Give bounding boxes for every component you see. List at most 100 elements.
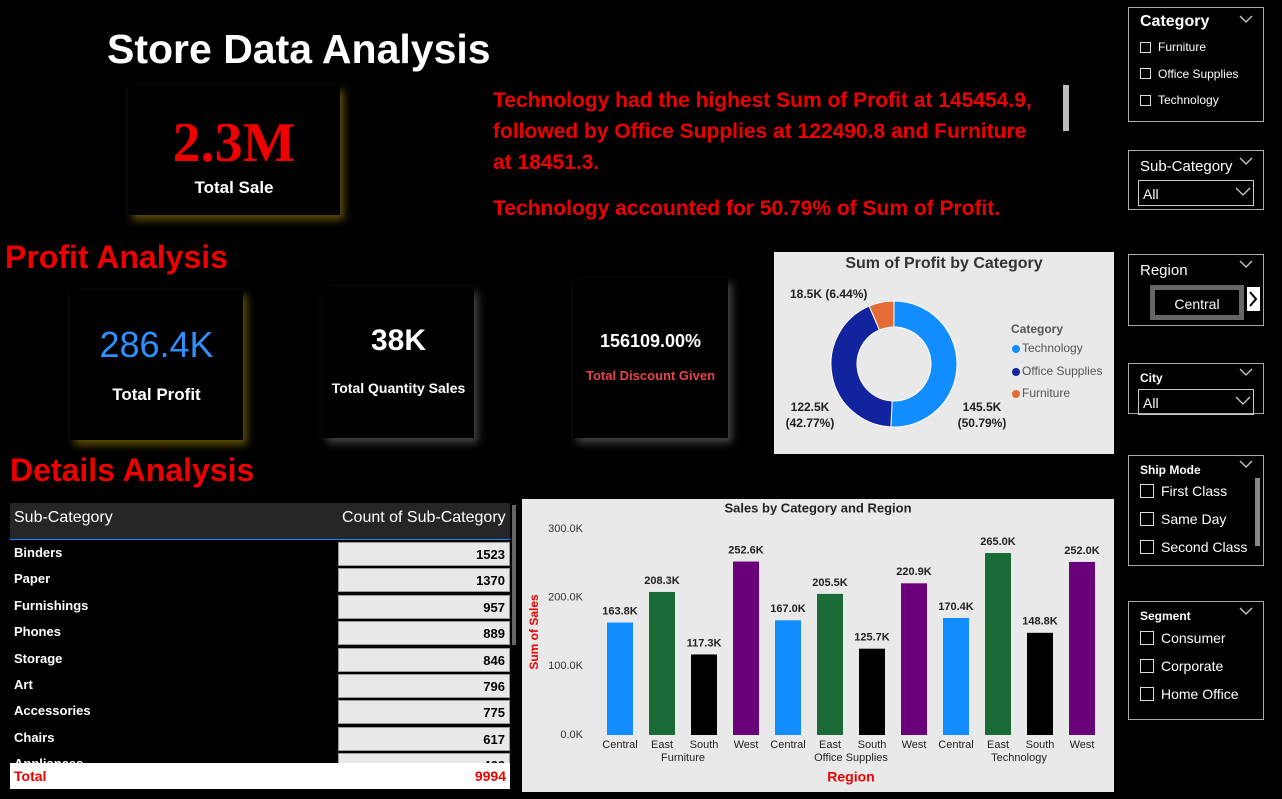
x-tick-label: South (690, 739, 719, 751)
x-axis-title: Region (827, 769, 874, 785)
row-cell: 957 (338, 594, 510, 619)
region-arrow-icon (1249, 291, 1258, 307)
x-tick-label: East (987, 739, 1009, 751)
region-button[interactable]: Central (1150, 285, 1244, 320)
insight: Technology accounted for 50.79% of Sum o… (493, 197, 1001, 220)
x-tick-label: West (902, 739, 927, 751)
checkbox[interactable] (1140, 659, 1154, 673)
filter-panel: Region Central (1128, 254, 1264, 326)
x-tick-label: East (651, 739, 673, 751)
dropdown-value: All (1143, 395, 1159, 411)
row-cell: 775 (338, 700, 510, 725)
bar (859, 648, 885, 735)
bar (775, 620, 801, 735)
filter-option[interactable]: Home Office (1161, 686, 1239, 702)
data-label: 170.4K (938, 601, 974, 613)
filter-panel: City All (1128, 363, 1264, 415)
kpi-card: 156109.00% Total Discount Given (573, 278, 728, 438)
row-cell: 889 (338, 621, 510, 646)
row-value: 1370 (476, 573, 505, 589)
filter-option[interactable]: First Class (1161, 483, 1228, 499)
filter-option[interactable]: Furniture (1158, 40, 1207, 54)
filter-option[interactable]: Same Day (1161, 511, 1227, 527)
checkbox[interactable] (1140, 687, 1154, 701)
row-cell: 466 (338, 753, 510, 763)
data-label: 163.8K (602, 605, 638, 617)
row-cell: 796 (338, 674, 510, 698)
total-value: 9994 (474, 768, 506, 784)
row-value: 796 (483, 679, 505, 694)
filter-option[interactable]: Second Class (1161, 539, 1248, 555)
data-label: 122.5K (42.77%) (785, 400, 835, 430)
dropdown[interactable]: All (1138, 180, 1254, 206)
checkbox[interactable] (1140, 41, 1151, 53)
row-label: Phones (14, 624, 61, 640)
bar (691, 654, 717, 735)
data-label: 265.0K (980, 536, 1016, 548)
checkbox[interactable] (1140, 540, 1154, 554)
data-label: 18.5K (6.44%) (790, 287, 868, 301)
legend-entry: Office Supplies (1022, 363, 1103, 378)
checkbox[interactable] (1140, 68, 1151, 79)
column-header: Sub-Category (14, 509, 113, 526)
checkbox[interactable] (1140, 484, 1154, 498)
kpi-label: Total Sale (194, 178, 274, 197)
pie-slice (868, 300, 895, 331)
bar (1069, 561, 1095, 735)
kpi-value: 156109.00% (599, 331, 702, 351)
data-label: 148.8K (1022, 616, 1058, 628)
group-label: Technology (991, 752, 1047, 764)
chart-title: Sales by Category and Region (724, 500, 911, 515)
y-tick-label: 300.0K (548, 523, 584, 535)
row-label: Appliances (14, 756, 83, 763)
row-value: 846 (483, 652, 505, 668)
row-label: Chairs (14, 729, 55, 745)
row-label: Storage (14, 650, 63, 666)
filter-option[interactable]: Technology (1158, 93, 1219, 107)
filter-option[interactable]: Office Supplies (1158, 66, 1239, 81)
kpi-card: 38K Total Quantity Sales (323, 287, 474, 438)
bar (1027, 632, 1053, 735)
insights: Technology had the highest Sum of Profit… (493, 85, 1043, 239)
data-label: 205.5K (812, 577, 848, 589)
table-total: Total 9994 (10, 763, 510, 789)
row-label: Paper (14, 571, 51, 587)
section-heading: Profit Analysis (5, 239, 228, 275)
checkbox[interactable] (1140, 94, 1151, 106)
bar (733, 561, 759, 735)
filter-scrollbar (1255, 478, 1260, 546)
legend-dot (1012, 390, 1020, 398)
x-tick-label: West (1070, 739, 1095, 751)
filter-title: Segment (1140, 609, 1191, 623)
chevrons (1235, 15, 1253, 615)
region-value: Central (1174, 296, 1220, 312)
x-tick-label: West (734, 739, 759, 751)
bar (607, 622, 633, 735)
bar (649, 591, 675, 735)
checkbox[interactable] (1140, 512, 1154, 526)
x-tick-label: Central (938, 739, 973, 751)
kpi-card: 2.3M Total Sale (128, 85, 340, 215)
x-tick-label: South (858, 739, 887, 751)
row-cell: 846 (338, 647, 510, 672)
filter-option[interactable]: Consumer (1161, 630, 1226, 646)
row-value: 957 (483, 599, 505, 615)
checkbox[interactable] (1140, 631, 1154, 645)
filter-option[interactable]: Corporate (1161, 658, 1224, 674)
table-body: Binders 1523 Paper 1370 Furnishings 957 Phones… (10, 541, 510, 763)
row-value: 466 (483, 758, 505, 763)
y-tick-label: 0.0K (560, 729, 583, 741)
dropdown[interactable]: All (1138, 389, 1254, 415)
kpi-value: 2.3M (172, 112, 296, 174)
filter-title: City (1140, 371, 1163, 385)
column-header: Count of Sub-Category (342, 509, 506, 526)
y-tick-label: 200.0K (548, 592, 584, 604)
row-cell: 1523 (338, 542, 510, 566)
y-axis-title: Sum of Sales (527, 594, 541, 670)
data-label: 125.7K (854, 632, 890, 644)
kpi-label: Total Profit (112, 385, 201, 404)
kpi-value: 286.4K (99, 324, 214, 365)
row-cell: 1370 (338, 568, 510, 593)
scrollbar (1063, 85, 1069, 131)
data-label: 220.9K (896, 566, 932, 578)
